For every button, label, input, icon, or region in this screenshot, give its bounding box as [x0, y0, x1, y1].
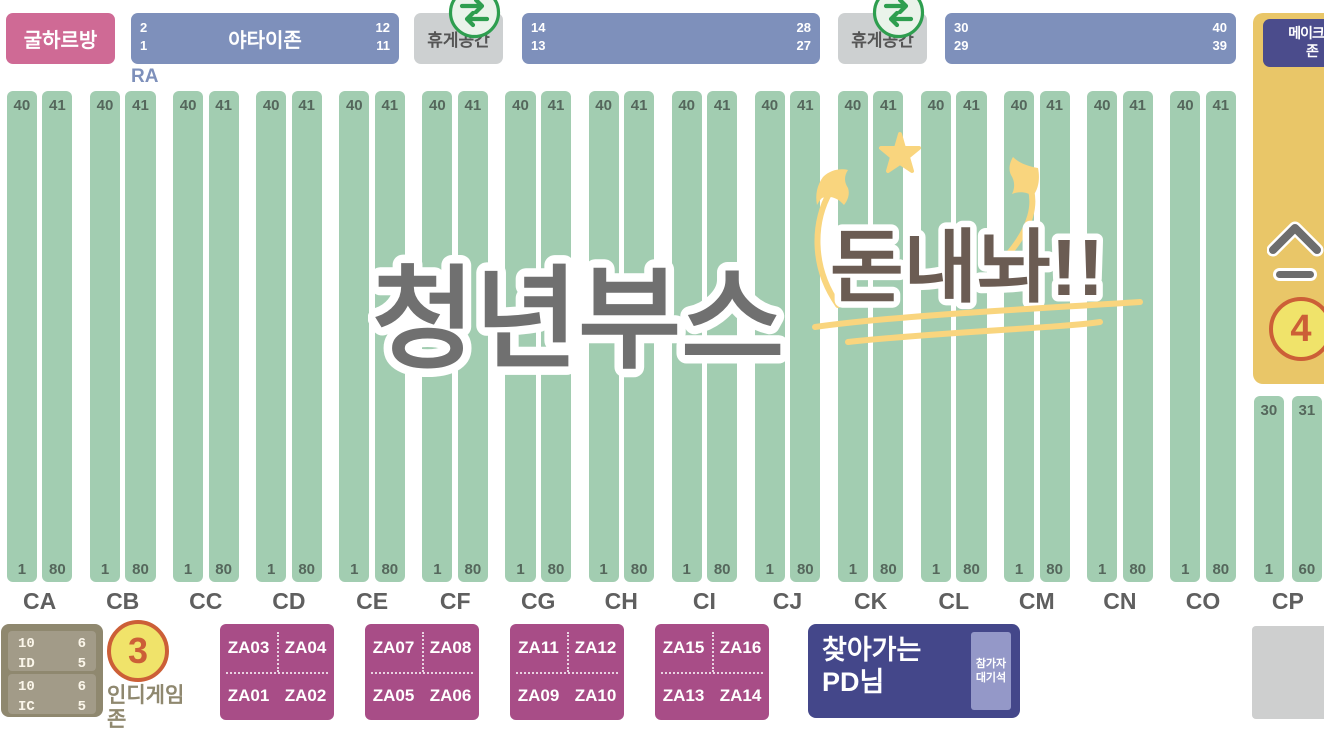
svg-text:청년부스: 청년부스	[372, 257, 784, 378]
svg-text:돈내놔!!: 돈내놔!!	[830, 223, 1104, 312]
